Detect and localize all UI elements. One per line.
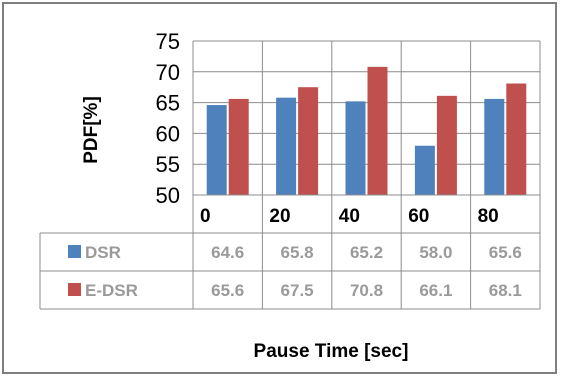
bar-e-dsr-40 (367, 66, 388, 195)
bar-dsr-0 (206, 105, 227, 195)
legend-label: DSR (85, 243, 121, 262)
data-label: 66.1 (419, 281, 452, 300)
data-label: 67.5 (281, 281, 314, 300)
data-label: 68.1 (489, 281, 522, 300)
y-tick-labels: 75 70 65 60 55 50 (156, 29, 180, 208)
data-label: 64.6 (211, 243, 244, 262)
legend-label: E-DSR (85, 281, 138, 300)
x-tick-label: 0 (200, 206, 211, 227)
x-axis-label: Pause Time [sec] (254, 341, 409, 362)
bar-dsr-20 (276, 97, 297, 195)
data-label: 58.0 (419, 243, 452, 262)
x-tick-label: 40 (339, 206, 360, 227)
bar-dsr-60 (414, 145, 435, 195)
legend-swatch (68, 283, 81, 296)
bar-e-dsr-60 (436, 95, 457, 195)
bar-e-dsr-80 (506, 83, 527, 195)
y-tick-label: 70 (156, 60, 180, 85)
x-tick-label: 60 (408, 206, 429, 227)
data-table: 0 20 40 60 80 DSR 64.6 65.8 65.2 58.0 65.6 E-DSR 65.… (39, 194, 541, 310)
data-label: 65.6 (211, 281, 244, 300)
bar-dsr-80 (484, 98, 505, 195)
bar-e-dsr-0 (228, 98, 249, 195)
y-tick-label: 75 (156, 29, 180, 54)
y-tick-label: 60 (156, 121, 180, 146)
bar-e-dsr-20 (298, 87, 319, 195)
data-label: 70.8 (350, 281, 383, 300)
x-tick-label: 20 (269, 206, 290, 227)
y-tick-label: 55 (156, 152, 180, 177)
data-label: 65.8 (281, 243, 314, 262)
data-label: 65.6 (489, 243, 522, 262)
legend-swatch (68, 245, 81, 258)
y-tick-label: 65 (156, 91, 180, 116)
x-tick-label: 80 (478, 206, 499, 227)
gridlines (192, 40, 541, 195)
data-label: 65.2 (350, 243, 383, 262)
bar-dsr-40 (345, 101, 366, 195)
bars (206, 66, 527, 195)
y-axis-label: PDF[%] (81, 96, 102, 164)
y-tick-label: 50 (156, 183, 180, 208)
